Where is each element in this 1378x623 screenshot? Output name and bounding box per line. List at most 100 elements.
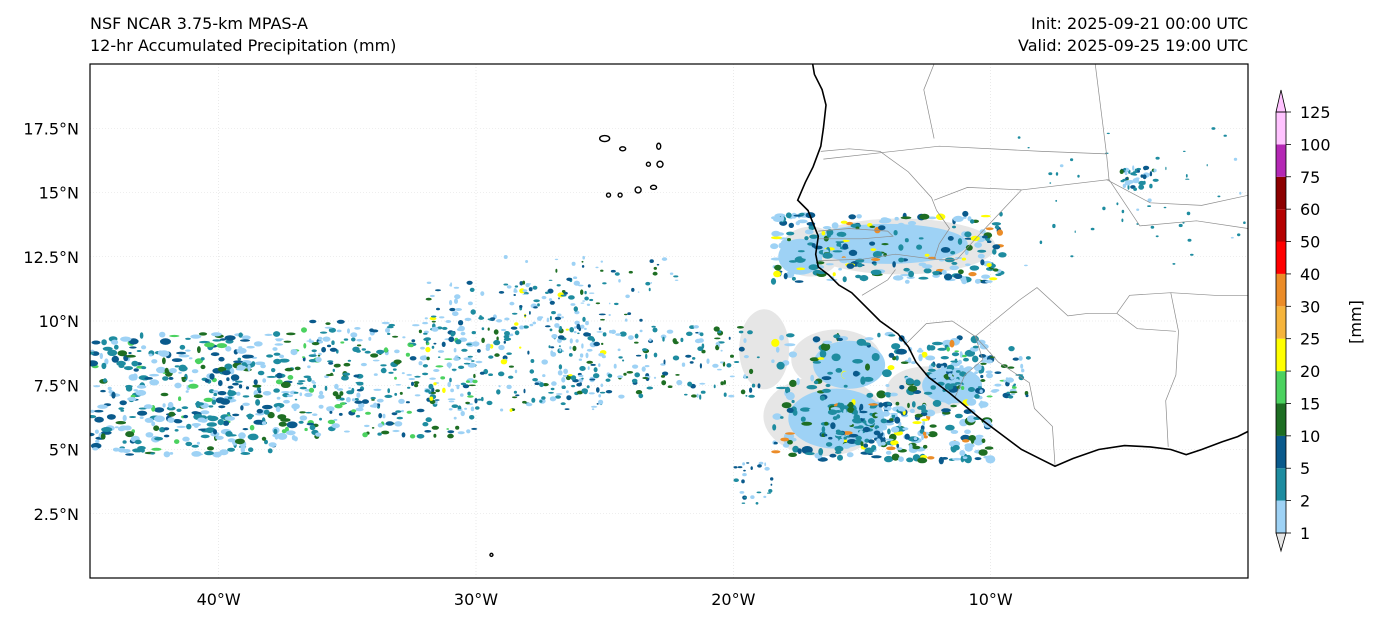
precip-cell <box>387 332 391 335</box>
lat-tick-label: 15°N <box>39 184 79 203</box>
precip-cell <box>230 374 240 381</box>
precip-cell <box>889 412 899 415</box>
precip-cell <box>469 287 475 292</box>
precip-cell <box>652 327 658 333</box>
precip-cell <box>653 266 657 270</box>
precip-cell <box>455 384 461 387</box>
precip-cell <box>423 330 429 334</box>
precip-cell <box>955 370 961 373</box>
precip-cell <box>581 260 584 263</box>
precip-cell <box>430 316 434 320</box>
precip-cell <box>763 495 767 498</box>
precip-cell <box>573 276 578 280</box>
precip-cell <box>460 331 466 336</box>
precip-cell <box>823 433 828 437</box>
precip-cell <box>637 291 640 293</box>
precip-cell <box>583 332 591 337</box>
precip-cell <box>151 359 158 364</box>
colorbar-segment <box>1276 306 1286 339</box>
precip-cell <box>867 352 871 358</box>
country-border <box>1108 179 1248 229</box>
precip-cell <box>628 335 634 340</box>
precip-cell <box>960 386 965 390</box>
precip-cell <box>922 264 933 269</box>
precip-cell <box>587 366 590 370</box>
precip-cell <box>385 421 394 426</box>
precip-cell <box>876 390 886 399</box>
precip-cell <box>544 325 551 328</box>
precip-cell <box>928 431 938 438</box>
precip-cell <box>958 269 964 275</box>
precip-cell <box>448 363 451 369</box>
precip-cell <box>542 374 546 378</box>
precip-cell <box>514 285 519 288</box>
precip-cell <box>1025 356 1031 360</box>
precip-cell <box>293 391 299 394</box>
precip-cell <box>871 353 880 361</box>
precip-cell <box>100 389 106 393</box>
precip-cell <box>577 332 580 335</box>
precip-cell <box>578 374 584 378</box>
precip-cell <box>114 426 119 429</box>
precip-cell <box>447 398 456 401</box>
precip-cell <box>918 347 922 352</box>
precip-cell <box>909 443 913 450</box>
precip-cell <box>1025 394 1029 398</box>
precip-cell <box>523 388 526 394</box>
precip-cell <box>203 397 213 402</box>
precip-cell <box>642 348 648 352</box>
precip-cell <box>387 388 391 394</box>
precip-cell <box>398 398 405 404</box>
precip-cell <box>809 357 820 362</box>
precip-cell <box>312 381 317 384</box>
precip-cell <box>896 222 906 230</box>
precip-cell <box>980 374 984 379</box>
precip-cell <box>581 265 585 268</box>
precip-cell <box>561 350 565 353</box>
precip-cell <box>949 339 955 348</box>
precip-cell <box>918 353 923 362</box>
precip-cell <box>306 340 315 342</box>
precip-cell <box>176 351 187 355</box>
precip-cell <box>498 385 501 388</box>
precip-cell <box>164 367 169 374</box>
precip-cell <box>791 399 795 404</box>
precip-cell <box>757 383 761 389</box>
precip-cell <box>287 375 294 380</box>
precip-cell <box>442 387 446 393</box>
precip-cell <box>1230 236 1234 239</box>
precip-cell <box>524 314 527 317</box>
precip-cell <box>364 350 371 354</box>
precip-cell <box>362 432 368 438</box>
precip-cell <box>306 422 315 426</box>
precip-cell <box>660 375 666 378</box>
precip-cell <box>281 391 291 394</box>
precip-cell <box>395 384 402 386</box>
precip-cell <box>509 408 513 412</box>
precip-cell <box>246 413 255 418</box>
precip-cell <box>1055 172 1059 176</box>
precip-cell <box>102 378 108 383</box>
precip-cell <box>860 342 871 346</box>
precip-cell <box>481 337 485 343</box>
precip-cell <box>211 399 217 405</box>
precip-cell <box>317 336 323 341</box>
precip-cell <box>500 359 508 365</box>
precip-cell <box>706 358 710 365</box>
precip-cell <box>356 338 363 342</box>
precip-cell <box>488 373 493 377</box>
precip-cell <box>837 454 843 461</box>
precip-cell <box>864 447 875 454</box>
precip-cell <box>808 408 816 412</box>
precip-cell <box>382 413 386 419</box>
precip-cell <box>297 380 306 383</box>
island <box>656 142 662 150</box>
precip-cell <box>422 422 429 427</box>
precip-cell <box>601 355 606 359</box>
precip-cell <box>200 410 210 415</box>
precip-cell <box>563 368 568 374</box>
precip-cell <box>528 287 533 292</box>
precip-cell <box>673 275 679 278</box>
colorbar-segment <box>1276 468 1286 501</box>
precip-cell <box>571 384 576 388</box>
